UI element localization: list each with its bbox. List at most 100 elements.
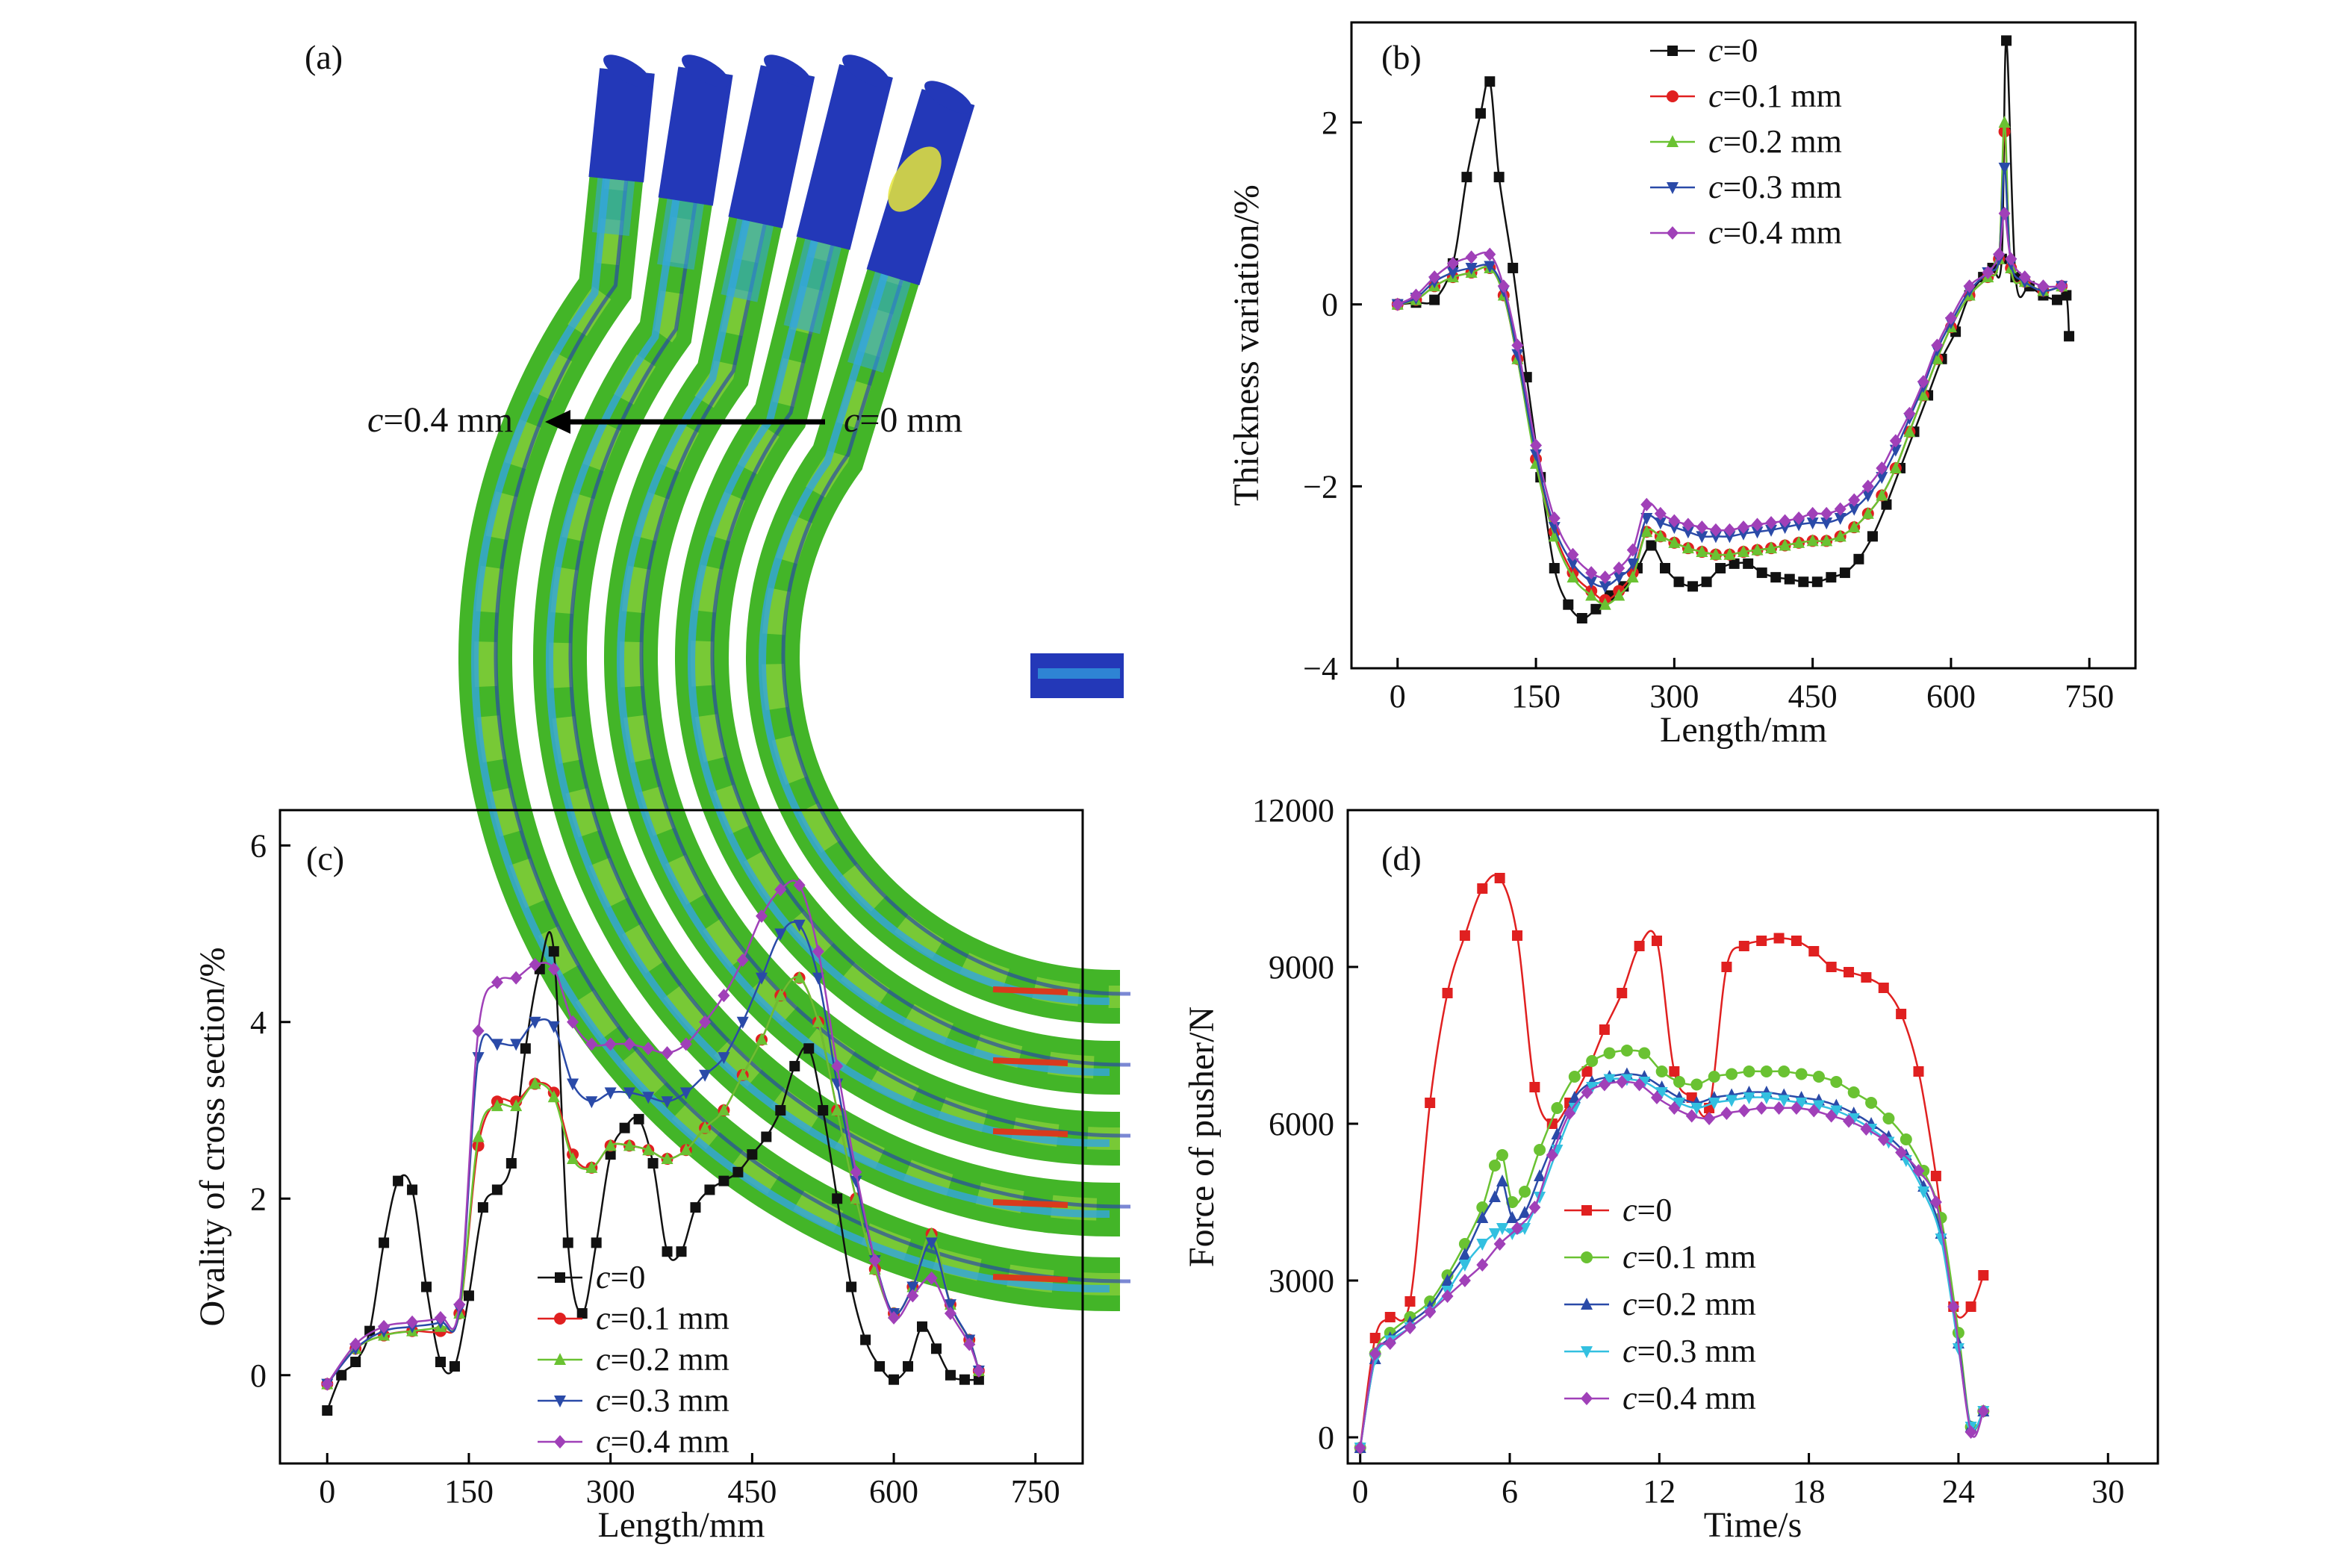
x-tick-label: 450 (1788, 678, 1838, 715)
y-tick-label: 0 (1318, 1419, 1334, 1456)
data-point (1708, 1071, 1720, 1083)
data-point (1534, 1144, 1546, 1156)
data-point (963, 1337, 976, 1351)
data-point (1586, 1082, 1599, 1094)
x-axis-title: Time/s (1704, 1505, 1802, 1545)
data-point (1668, 522, 1681, 535)
panel-label: (b) (1381, 38, 1422, 76)
data-point (846, 1281, 857, 1292)
data-point (1876, 488, 1888, 501)
data-point (1530, 438, 1543, 452)
data-point (585, 1096, 598, 1109)
data-point (1617, 988, 1628, 998)
data-point (906, 1289, 919, 1303)
data-point (1404, 1321, 1416, 1334)
data-point (1548, 511, 1561, 525)
data-point (1853, 553, 1864, 564)
data-point (1581, 1346, 1593, 1358)
data-point (1696, 520, 1708, 535)
legend-label: c=0.2 mm (596, 1341, 729, 1378)
data-point (1751, 526, 1764, 539)
legend-label: c=0.2 mm (1623, 1286, 1756, 1322)
data-point (1476, 1239, 1489, 1251)
data-point (1669, 1066, 1680, 1077)
x-tick-label: 750 (2065, 678, 2114, 715)
legend-label: c=0 (596, 1259, 645, 1295)
data-point (1576, 612, 1587, 623)
data-point (1638, 1077, 1651, 1089)
legend-item: c=0.4 mm (538, 1423, 729, 1460)
data-point (1428, 270, 1441, 284)
data-point (718, 1052, 730, 1065)
data-point (1528, 1201, 1541, 1214)
data-point (718, 989, 730, 1003)
data-point (1861, 490, 1874, 503)
data-point (1585, 576, 1598, 589)
data-point (1519, 1223, 1531, 1235)
data-point (699, 1069, 712, 1082)
data-point (1654, 529, 1667, 542)
data-point (1998, 125, 2011, 138)
data-point (1640, 512, 1653, 525)
data-point (1737, 545, 1749, 558)
data-point (1651, 936, 1662, 946)
data-point (1496, 1223, 1508, 1235)
data-point (704, 1184, 715, 1195)
annotation-c-0.4mm: c=0.4 mm (367, 400, 513, 440)
data-point (1633, 1077, 1646, 1092)
data-point (774, 883, 787, 897)
data-point (435, 1310, 447, 1325)
data-point (1765, 541, 1778, 554)
data-point (1696, 545, 1708, 558)
data-point (1743, 1092, 1755, 1104)
data-point (1488, 1160, 1501, 1172)
data-point (1826, 572, 1837, 583)
data-point (642, 1042, 655, 1056)
data-point (1640, 497, 1653, 511)
data-point (1581, 1392, 1593, 1405)
data-point (1844, 967, 1855, 977)
data-point (1620, 1074, 1633, 1086)
data-point (378, 1319, 391, 1334)
data-point (812, 1015, 824, 1027)
data-point (1496, 1175, 1508, 1186)
data-point (1354, 1441, 1366, 1455)
data-point (1613, 561, 1625, 575)
data-point (623, 1087, 635, 1100)
data-point (1667, 226, 1679, 240)
data-point (585, 1037, 598, 1051)
data-point (1673, 1076, 1686, 1088)
data-point (1993, 247, 2006, 261)
data-point (1820, 517, 1833, 530)
data-point (491, 1099, 503, 1112)
data-point (349, 1337, 362, 1351)
data-point (1441, 1289, 1454, 1303)
data-point (1563, 599, 1574, 610)
data-point (1567, 547, 1579, 561)
panel-a-tube-simulation (458, 55, 1130, 1311)
legend-label: c=0.3 mm (1623, 1333, 1756, 1369)
data-point (818, 1105, 829, 1116)
data-point (1917, 1186, 1930, 1198)
series-4 (1391, 206, 2068, 585)
data-point (1726, 1068, 1738, 1080)
data-point (642, 1143, 655, 1156)
data-point (775, 1105, 786, 1116)
legend-item: c=0 (1650, 32, 1758, 69)
series-line (1397, 212, 2062, 579)
x-tick-label: 150 (1511, 678, 1561, 715)
data-point (1581, 1298, 1593, 1310)
data-point (1917, 375, 1929, 389)
y-axis-title: Force of pusher/N (1182, 1007, 1222, 1267)
data-point (972, 1363, 985, 1378)
data-point (1477, 883, 1488, 894)
data-point (756, 972, 768, 985)
legend-item: c=0 (1564, 1192, 1672, 1228)
data-point (1737, 528, 1749, 541)
data-point (1784, 573, 1795, 585)
data-point (1778, 1065, 1791, 1077)
data-point (903, 1360, 914, 1372)
data-point (679, 1037, 692, 1051)
data-point (803, 1043, 815, 1054)
data-point (1770, 572, 1782, 583)
